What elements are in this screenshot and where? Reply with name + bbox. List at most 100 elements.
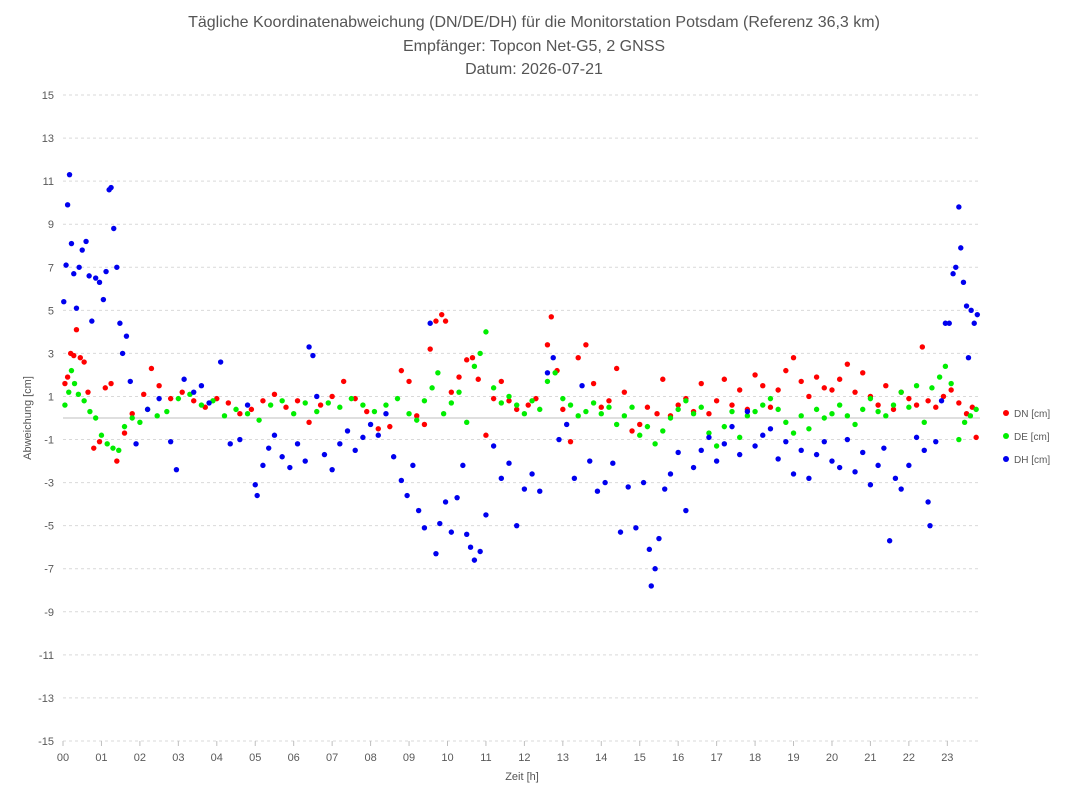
- data-point: [267, 402, 274, 408]
- data-point: [81, 359, 87, 365]
- data-point: [156, 383, 162, 389]
- data-point: [706, 410, 712, 417]
- data-point: [398, 367, 405, 374]
- data-point: [464, 531, 470, 537]
- data-point: [968, 307, 974, 314]
- data-point: [654, 410, 660, 417]
- data-point: [544, 378, 551, 385]
- data-point: [490, 395, 497, 402]
- data-point: [221, 413, 228, 419]
- data-point: [467, 544, 474, 550]
- data-point: [852, 421, 858, 428]
- data-point: [950, 271, 956, 277]
- data-point: [890, 406, 897, 413]
- data-point: [71, 271, 77, 277]
- x-tick-label: 22: [903, 752, 915, 764]
- data-point: [471, 363, 478, 370]
- data-point: [942, 320, 949, 326]
- data-point: [587, 458, 593, 464]
- data-point: [62, 402, 68, 408]
- data-point: [644, 404, 651, 410]
- data-point: [552, 370, 558, 376]
- data-point: [68, 367, 75, 374]
- data-point: [965, 355, 972, 361]
- data-point: [167, 395, 174, 402]
- data-point: [736, 387, 743, 393]
- data-point: [360, 402, 366, 408]
- data-point: [76, 264, 82, 270]
- data-point: [454, 494, 460, 501]
- x-tick-label: 00: [57, 752, 69, 764]
- data-point: [744, 408, 751, 415]
- data-point: [490, 443, 497, 449]
- data-point: [133, 441, 139, 447]
- data-point: [154, 413, 160, 419]
- data-point: [181, 376, 187, 382]
- data-point: [252, 482, 258, 488]
- data-point: [271, 391, 278, 398]
- data-point: [371, 408, 378, 415]
- data-point: [73, 327, 80, 333]
- data-point: [394, 395, 401, 402]
- data-point: [66, 389, 72, 395]
- data-point: [506, 398, 512, 404]
- data-point: [906, 404, 912, 410]
- data-point: [414, 413, 420, 419]
- data-point: [121, 423, 128, 430]
- legend-label: DE [cm]: [1014, 432, 1050, 443]
- data-point: [375, 432, 381, 438]
- x-tick-label: 23: [941, 752, 953, 764]
- data-point: [836, 402, 843, 408]
- data-point: [760, 432, 766, 438]
- data-point: [881, 445, 887, 451]
- data-point: [483, 329, 489, 335]
- data-point: [390, 454, 397, 460]
- data-point: [294, 441, 301, 447]
- data-point: [942, 363, 949, 370]
- x-tick-label: 10: [441, 752, 453, 764]
- data-point: [648, 583, 654, 589]
- data-point: [283, 404, 289, 410]
- x-tick-label: 05: [249, 752, 261, 764]
- data-point: [690, 410, 697, 417]
- data-point: [821, 385, 827, 391]
- data-points: [61, 171, 981, 589]
- x-tick-label: 14: [595, 752, 607, 764]
- data-point: [104, 441, 110, 447]
- data-point: [544, 342, 551, 348]
- data-point: [906, 462, 912, 469]
- data-point: [706, 430, 712, 436]
- data-point: [427, 346, 433, 352]
- data-point: [71, 352, 77, 359]
- data-point: [875, 408, 881, 415]
- y-tick-label: 5: [48, 305, 54, 317]
- data-point: [660, 428, 666, 434]
- data-point: [783, 419, 789, 426]
- data-point: [127, 378, 133, 385]
- data-point: [406, 410, 412, 417]
- data-point: [590, 380, 597, 387]
- data-point: [967, 413, 974, 419]
- data-point: [629, 404, 635, 410]
- data-point: [560, 406, 566, 413]
- data-point: [556, 436, 562, 443]
- data-point: [429, 385, 435, 391]
- data-point: [675, 402, 681, 408]
- data-point: [302, 458, 308, 464]
- data-point: [544, 370, 551, 376]
- y-axis-ticks: 15 13 11 9 7 5 3 1 -1 -3 -5 -7 -9 -11 -13 -15: [38, 90, 54, 748]
- data-point: [279, 398, 285, 404]
- data-point: [736, 434, 743, 441]
- data-point: [813, 451, 820, 458]
- data-point: [921, 419, 927, 426]
- data-point: [89, 318, 95, 324]
- data-point: [448, 400, 455, 406]
- data-point: [410, 462, 416, 469]
- data-point: [606, 398, 612, 404]
- data-point: [948, 380, 954, 387]
- data-point: [348, 395, 355, 402]
- data-point: [198, 383, 205, 389]
- data-point: [114, 458, 120, 464]
- data-point: [498, 475, 505, 481]
- data-point: [506, 460, 512, 466]
